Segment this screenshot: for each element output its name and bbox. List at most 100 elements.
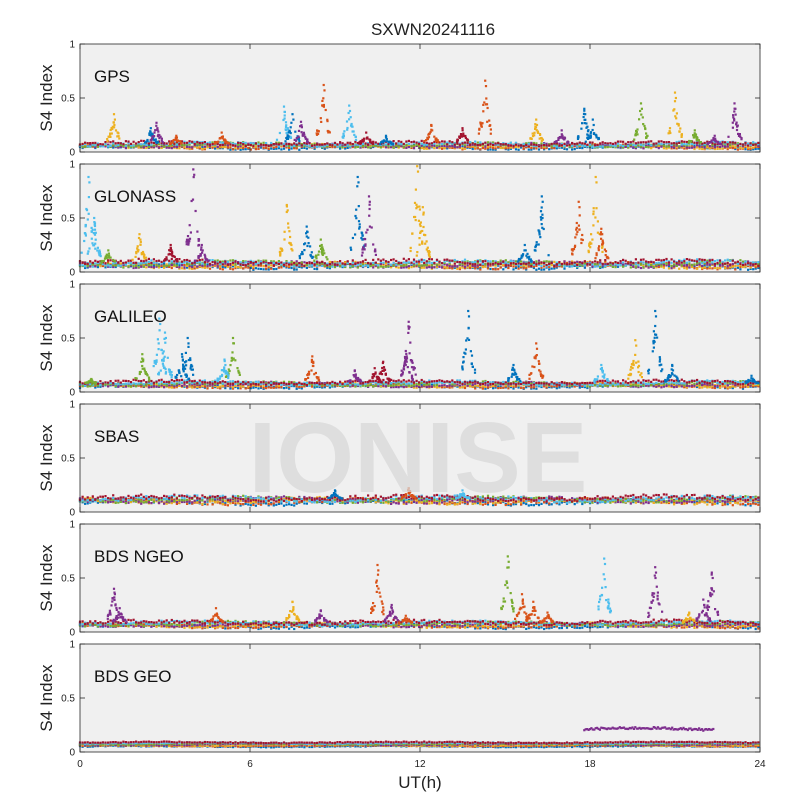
data-point bbox=[757, 144, 760, 147]
data-point bbox=[522, 142, 525, 146]
data-point bbox=[186, 145, 189, 148]
data-point bbox=[197, 238, 201, 241]
data-point bbox=[438, 146, 441, 149]
data-point bbox=[407, 258, 410, 261]
data-point bbox=[267, 266, 270, 269]
data-point bbox=[637, 264, 640, 267]
data-point bbox=[693, 146, 696, 149]
data-point bbox=[533, 131, 536, 134]
data-point bbox=[252, 262, 255, 265]
data-point bbox=[534, 126, 538, 129]
data-point bbox=[731, 147, 734, 150]
data-point bbox=[178, 142, 181, 146]
data-point bbox=[286, 137, 289, 140]
data-point bbox=[703, 258, 706, 262]
data-point bbox=[418, 243, 421, 246]
data-point bbox=[512, 387, 515, 390]
data-point bbox=[645, 135, 648, 139]
data-point bbox=[693, 141, 696, 144]
data-point bbox=[135, 142, 138, 145]
data-point bbox=[474, 140, 477, 143]
data-point bbox=[451, 144, 454, 148]
data-point bbox=[234, 144, 237, 147]
data-point bbox=[117, 264, 120, 267]
data-point bbox=[729, 143, 732, 146]
data-point bbox=[257, 387, 260, 390]
data-point bbox=[458, 268, 461, 271]
data-point bbox=[451, 267, 454, 270]
data-point bbox=[499, 266, 502, 269]
data-point bbox=[541, 200, 544, 203]
data-point bbox=[384, 134, 388, 137]
data-point bbox=[354, 262, 357, 265]
data-point bbox=[89, 260, 92, 263]
data-point bbox=[657, 258, 660, 261]
data-point bbox=[721, 142, 724, 145]
data-point bbox=[535, 129, 538, 132]
data-point bbox=[132, 140, 135, 143]
data-point bbox=[402, 146, 405, 149]
data-point bbox=[596, 220, 599, 223]
data-point bbox=[356, 145, 359, 148]
data-point bbox=[234, 146, 237, 149]
data-point bbox=[323, 264, 326, 267]
data-point bbox=[583, 142, 586, 145]
data-point bbox=[94, 242, 97, 245]
data-point bbox=[157, 146, 161, 149]
data-point bbox=[435, 265, 439, 268]
data-point bbox=[175, 146, 178, 149]
data-point bbox=[346, 261, 349, 264]
data-point bbox=[101, 263, 104, 266]
data-point bbox=[675, 142, 678, 145]
data-point bbox=[494, 268, 497, 271]
data-point bbox=[451, 259, 454, 262]
data-point bbox=[555, 266, 558, 269]
data-point bbox=[558, 261, 561, 264]
data-point bbox=[173, 255, 176, 258]
data-point bbox=[581, 147, 584, 150]
data-point bbox=[239, 142, 242, 145]
data-point bbox=[136, 250, 140, 253]
data-point bbox=[226, 260, 229, 264]
data-point bbox=[539, 216, 542, 219]
data-point bbox=[688, 146, 691, 149]
data-point bbox=[706, 261, 709, 264]
data-point bbox=[387, 263, 390, 266]
data-point bbox=[479, 143, 482, 146]
data-point bbox=[523, 249, 526, 252]
data-point bbox=[471, 142, 474, 145]
data-point bbox=[413, 201, 417, 204]
data-point bbox=[466, 260, 469, 263]
data-point bbox=[277, 145, 280, 148]
data-point bbox=[389, 142, 393, 145]
data-point bbox=[419, 230, 422, 233]
data-point bbox=[587, 134, 590, 137]
data-point bbox=[443, 266, 446, 269]
data-point bbox=[522, 267, 525, 270]
data-point bbox=[471, 263, 474, 266]
data-point bbox=[543, 143, 546, 146]
data-point bbox=[84, 265, 87, 268]
data-point bbox=[219, 144, 222, 147]
data-point bbox=[453, 142, 456, 145]
data-point bbox=[650, 264, 653, 267]
data-point bbox=[738, 134, 741, 137]
data-point bbox=[140, 145, 143, 148]
data-point bbox=[283, 117, 286, 120]
data-point bbox=[438, 260, 441, 263]
data-point bbox=[463, 261, 467, 264]
data-point bbox=[110, 127, 113, 130]
data-point bbox=[685, 146, 688, 149]
data-point bbox=[433, 147, 436, 150]
data-point bbox=[660, 259, 663, 262]
data-point bbox=[592, 132, 595, 135]
data-point bbox=[156, 128, 159, 131]
data-point bbox=[735, 128, 739, 132]
data-point bbox=[512, 143, 515, 146]
data-point bbox=[533, 249, 536, 252]
data-point bbox=[486, 143, 490, 146]
data-point bbox=[534, 127, 537, 130]
data-point bbox=[313, 144, 316, 147]
y-tick-label: 0.5 bbox=[61, 214, 75, 225]
